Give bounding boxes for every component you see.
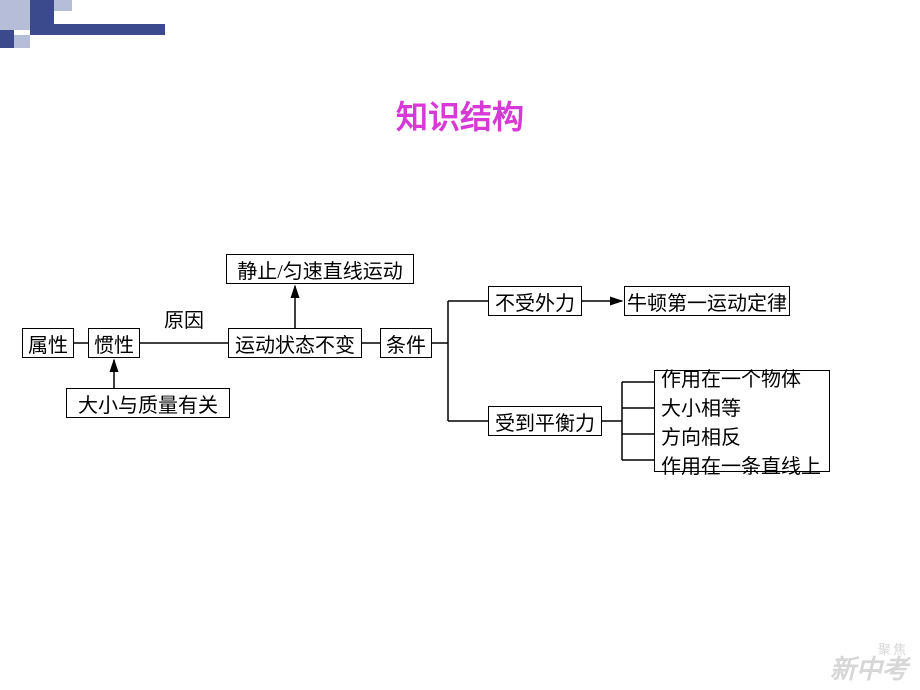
page-title: 知识结构 — [0, 92, 920, 138]
watermark-big: 新中考 — [830, 656, 908, 682]
label-reason: 原因 — [164, 304, 204, 333]
detail-line: 方向相反 — [661, 421, 741, 450]
knowledge-structure-diagram: 属性 惯性 大小与质量有关 静止/匀速直线运动 运动状态不变 条件 不受外力 牛… — [22, 250, 902, 510]
node-newton-first-law: 牛顿第一运动定律 — [624, 286, 790, 316]
corner-decoration — [0, 0, 165, 55]
detail-line: 大小相等 — [661, 392, 741, 421]
node-mass-relation: 大小与质量有关 — [66, 388, 230, 418]
node-balance-details: 作用在一个物体 大小相等 方向相反 作用在一条直线上 — [654, 370, 830, 472]
node-condition: 条件 — [380, 328, 432, 358]
node-inertia: 惯性 — [88, 328, 140, 358]
detail-line: 作用在一条直线上 — [661, 450, 821, 479]
detail-line: 作用在一个物体 — [661, 363, 801, 392]
node-rest-uniform: 静止/匀速直线运动 — [226, 254, 414, 284]
node-motion-state: 运动状态不变 — [228, 328, 362, 358]
node-attribute: 属性 — [22, 328, 74, 358]
node-balanced-force: 受到平衡力 — [488, 406, 602, 436]
watermark: 聚焦 新中考 — [830, 643, 908, 682]
node-no-force: 不受外力 — [488, 286, 582, 316]
